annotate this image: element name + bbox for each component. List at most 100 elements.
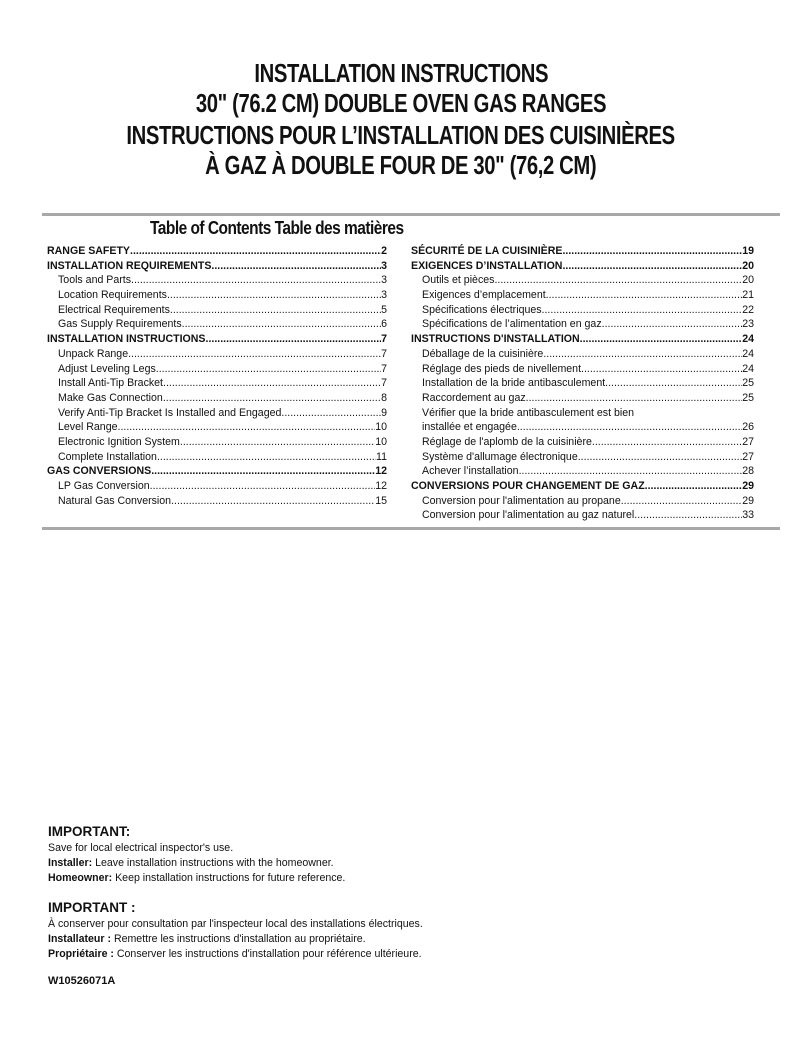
toc-entry[interactable]: Complete Installation 11 bbox=[47, 450, 387, 465]
homeowner-note: Propriétaire : Conserver les instruction… bbox=[48, 948, 422, 960]
toc-entry[interactable]: Install Anti-Tip Bracket 7 bbox=[47, 376, 387, 391]
toc-entry[interactable]: GAS CONVERSIONS 12 bbox=[47, 464, 387, 479]
toc-entry[interactable]: Verify Anti-Tip Bracket Is Installed and… bbox=[47, 406, 387, 421]
toc-entry[interactable]: installée et engagée 26 bbox=[411, 420, 754, 435]
toc-entry-label: Système d'allumage électronique bbox=[422, 450, 578, 463]
toc-leader-dots bbox=[156, 362, 381, 377]
toc-entry[interactable]: Adjust Leveling Legs 7 bbox=[47, 362, 387, 377]
installer-note: Installateur : Remettre les instructions… bbox=[48, 933, 366, 945]
toc-page-number: 12 bbox=[375, 480, 387, 492]
toc-leader-dots bbox=[131, 273, 381, 288]
toc-entry-label: LP Gas Conversion bbox=[58, 480, 150, 492]
toc-page-number: 33 bbox=[742, 509, 754, 522]
toc-page-number: 11 bbox=[376, 450, 387, 463]
toc-entry[interactable]: Exigences d’emplacement 21 bbox=[411, 288, 754, 303]
toc-page-number: 3 bbox=[381, 289, 387, 302]
homeowner-note: Homeowner: Keep installation instruction… bbox=[48, 872, 346, 884]
toc-page-number: 3 bbox=[381, 274, 387, 287]
toc-entry[interactable]: Système d'allumage électronique 27 bbox=[411, 450, 754, 465]
toc-leader-dots bbox=[580, 332, 743, 347]
toc-entry[interactable]: LP Gas Conversion 12 bbox=[47, 479, 387, 494]
toc-entry-label: Spécifications de l’alimentation en gaz bbox=[422, 318, 602, 331]
toc-entry-label: Complete Installation bbox=[58, 450, 157, 463]
toc-entry[interactable]: SÉCURITÉ DE LA CUISINIÈRE 19 bbox=[411, 244, 754, 259]
toc-entry[interactable]: EXIGENCES D’INSTALLATION 20 bbox=[411, 259, 754, 274]
toc-page-number: 24 bbox=[742, 362, 754, 375]
toc-entry-label: Outils et pièces bbox=[422, 274, 495, 287]
toc-entry-label: Unpack Range bbox=[58, 347, 129, 360]
toc-leader-dots bbox=[519, 464, 743, 479]
toc-entry[interactable]: Réglage de l'aplomb de la cuisinière 27 bbox=[411, 435, 754, 450]
toc-page-number: 25 bbox=[742, 391, 754, 404]
toc-page-number: 3 bbox=[381, 259, 387, 272]
toc-leader-dots bbox=[180, 435, 375, 450]
toc-leader-dots bbox=[281, 406, 381, 421]
toc-entry[interactable]: Natural Gas Conversion 15 bbox=[47, 494, 387, 509]
toc-entry-label: Natural Gas Conversion bbox=[58, 494, 172, 507]
toc-entry-label: Spécifications électriques bbox=[422, 303, 542, 316]
toc-entry[interactable]: Gas Supply Requirements 6 bbox=[47, 317, 387, 332]
toc-entry-label: Achever l’installation bbox=[422, 465, 519, 478]
toc-entry[interactable]: Make Gas Connection 8 bbox=[47, 391, 387, 406]
toc-entry-label: RANGE SAFETY bbox=[47, 245, 130, 257]
toc-entry[interactable]: Electronic Ignition System 10 bbox=[47, 435, 387, 450]
toc-entry[interactable]: CONVERSIONS POUR CHANGEMENT DE GAZ 29 bbox=[411, 479, 754, 494]
toc-leader-dots bbox=[170, 303, 381, 318]
toc-leader-dots bbox=[526, 391, 743, 406]
toc-leader-dots bbox=[151, 464, 375, 479]
toc-entry-label: Installation de la bride antibasculement bbox=[422, 377, 606, 390]
toc-leader-dots bbox=[517, 420, 742, 435]
important-heading: IMPORTANT : bbox=[48, 900, 136, 915]
toc-page-number: 27 bbox=[742, 450, 754, 463]
toc-entry-label: Gas Supply Requirements bbox=[58, 318, 182, 331]
toc-entry-label: INSTRUCTIONS D'INSTALLATION bbox=[411, 333, 580, 346]
toc-entry[interactable]: Location Requirements 3 bbox=[47, 288, 387, 303]
toc-entry[interactable]: Outils et pièces 20 bbox=[411, 273, 754, 288]
toc-leader-dots bbox=[592, 435, 742, 450]
toc-entry-label: Conversion pour l'alimentation au propan… bbox=[422, 494, 621, 507]
toc-page-number: 10 bbox=[375, 435, 387, 448]
toc-entry[interactable]: Tools and Parts 3 bbox=[47, 273, 387, 288]
toc-leader-dots bbox=[578, 450, 742, 465]
toc-entry-label: Conversion pour l'alimentation au gaz na… bbox=[422, 509, 635, 522]
toc-entry[interactable]: Level Range 10 bbox=[47, 420, 387, 435]
toc-entry[interactable]: Electrical Requirements 5 bbox=[47, 303, 387, 318]
document-code: W10526071A bbox=[48, 975, 116, 987]
toc-page-number: 19 bbox=[742, 245, 754, 257]
toc-entry[interactable]: INSTRUCTIONS D'INSTALLATION 24 bbox=[411, 332, 754, 347]
toc-leader-dots bbox=[602, 317, 743, 332]
toc-entry[interactable]: Réglage des pieds de nivellement 24 bbox=[411, 362, 754, 377]
toc-page-number: 29 bbox=[742, 494, 754, 507]
toc-leader-dots bbox=[546, 288, 743, 303]
toc-entry[interactable]: Conversion pour l'alimentation au propan… bbox=[411, 494, 754, 509]
toc-entry[interactable]: Spécifications électriques 22 bbox=[411, 303, 754, 318]
toc-column-french: SÉCURITÉ DE LA CUISINIÈRE 19 EXIGENCES D’I… bbox=[411, 244, 754, 523]
toc-leader-dots bbox=[182, 317, 381, 332]
toc-leader-dots bbox=[163, 376, 381, 391]
toc-entry[interactable]: Achever l’installation 28 bbox=[411, 464, 754, 479]
toc-page-number: 24 bbox=[742, 347, 754, 360]
important-english: IMPORTANT: Save for local electrical ins… bbox=[48, 824, 345, 886]
toc-leader-dots bbox=[562, 244, 742, 259]
toc-page-number: 20 bbox=[742, 259, 754, 272]
title-line-1: INSTALLATION INSTRUCTIONS bbox=[254, 58, 548, 88]
toc-entry[interactable]: Raccordement au gaz 25 bbox=[411, 391, 754, 406]
toc-entry[interactable]: Spécifications de l’alimentation en gaz 2… bbox=[411, 317, 754, 332]
toc-entry-label: Tools and Parts bbox=[58, 274, 132, 287]
toc-page-number: 23 bbox=[742, 318, 754, 331]
toc-entry-label: Verify Anti-Tip Bracket Is Installed and… bbox=[58, 406, 282, 419]
toc-entry[interactable]: Conversion pour l'alimentation au gaz na… bbox=[411, 508, 754, 523]
toc-entry[interactable]: Unpack Range 7 bbox=[47, 347, 387, 362]
toc-entry[interactable]: INSTALLATION REQUIREMENTS 3 bbox=[47, 259, 387, 274]
toc-entry[interactable]: Installation de la bride antibasculement… bbox=[411, 376, 754, 391]
toc-entry[interactable]: Déballage de la cuisinière 24 bbox=[411, 347, 754, 362]
toc-page-number: 20 bbox=[742, 274, 754, 287]
toc-entry[interactable]: INSTALLATION INSTRUCTIONS 7 bbox=[47, 332, 387, 347]
toc-entry[interactable]: RANGE SAFETY 2 bbox=[47, 244, 387, 259]
toc-entry-label: EXIGENCES D’INSTALLATION bbox=[411, 259, 563, 272]
important-line: À conserver pour consultation par l'insp… bbox=[48, 918, 423, 930]
toc-entry-label: Réglage des pieds de nivellement bbox=[422, 362, 582, 375]
toc-entry-label: SÉCURITÉ DE LA CUISINIÈRE bbox=[411, 245, 563, 257]
toc-leader-dots bbox=[206, 332, 382, 347]
toc-entry-label: INSTALLATION INSTRUCTIONS bbox=[47, 333, 206, 346]
